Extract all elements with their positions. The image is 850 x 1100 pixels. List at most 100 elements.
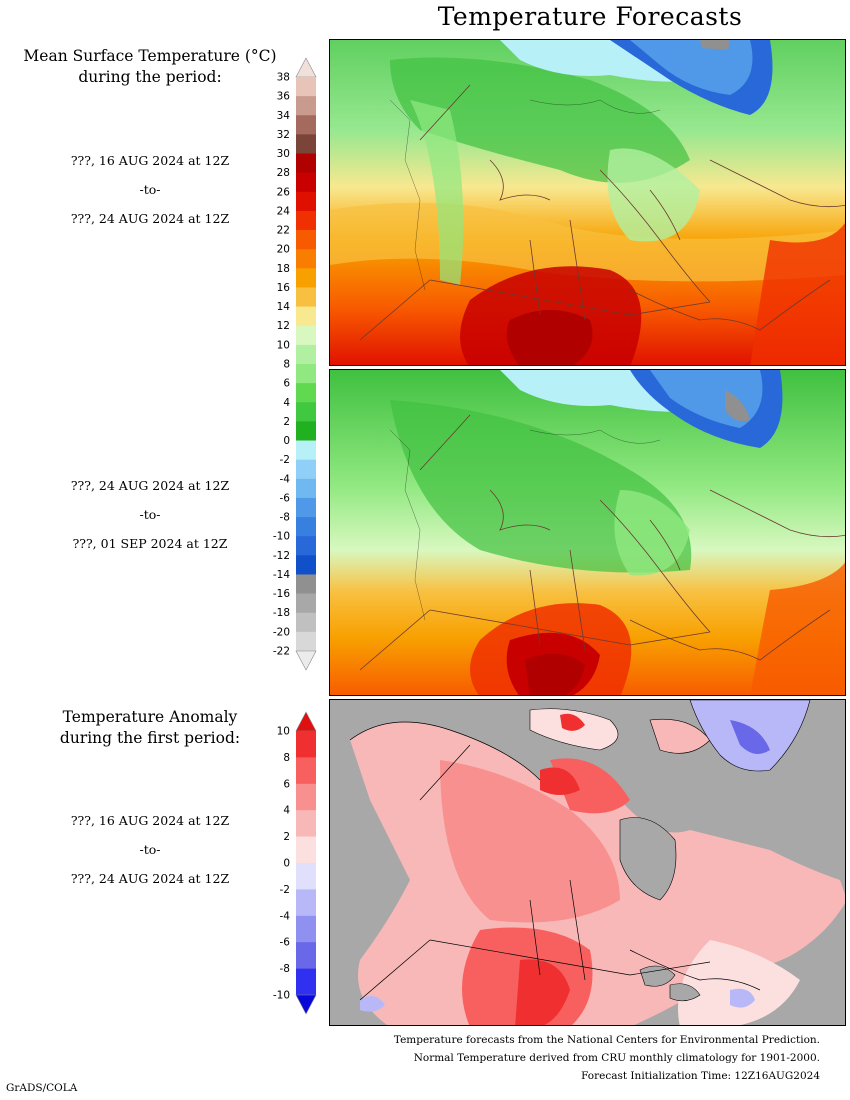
- anomaly-colorbar-svg: 10 8 6 4 2 0 -2 -4 -6 -8 -10: [273, 711, 317, 1015]
- temp-colorbar-swatch: [296, 344, 316, 365]
- temp-colorbar-swatch: [296, 77, 316, 97]
- temp-colorbar-swatch: [296, 421, 316, 441]
- temp-colorbar-swatch: [296, 478, 316, 499]
- temp-colorbar-top-cap: [295, 57, 317, 78]
- temp-colorbar-swatch: [296, 517, 316, 537]
- temp-colorbar-swatch: [296, 631, 316, 652]
- anom-colorbar-swatch: [296, 757, 316, 785]
- temp-colorbar-tick-label: 28: [277, 167, 290, 179]
- period1-end: ???, 24 AUG 2024 at 12Z: [70, 211, 230, 226]
- temp-colorbar-tick-label: 16: [277, 282, 291, 294]
- period1-dates: ???, 16 AUG 2024 at 12Z -to- ???, 24 AUG…: [20, 146, 280, 233]
- period1-start: ???, 16 AUG 2024 at 12Z: [70, 153, 230, 168]
- period2-sep: -to-: [139, 507, 161, 522]
- anom-colorbar-tick-label: -4: [280, 910, 291, 922]
- anom-colorbar-tick-label: 0: [283, 858, 290, 870]
- temp-colorbar-tick-label: 12: [277, 320, 290, 332]
- anom-colorbar-tick-label: -6: [280, 937, 291, 949]
- temp-colorbar-tick-label: 20: [277, 244, 290, 256]
- temp-colorbar-swatch: [296, 536, 316, 556]
- temp-colorbar-tick-label: -16: [273, 588, 290, 600]
- temp-colorbar-swatch: [296, 383, 316, 403]
- temp-colorbar-tick-label: 24: [277, 205, 291, 217]
- anomaly-period-dates: ???, 16 AUG 2024 at 12Z -to- ???, 24 AUG…: [20, 806, 280, 893]
- temp-colorbar-swatch: [296, 134, 316, 154]
- temp-colorbar-swatch: [296, 402, 316, 422]
- temp-colorbar-tick-label: 14: [277, 301, 291, 313]
- anom-colorbar-swatch: [296, 915, 316, 943]
- footer-line1: Temperature forecasts from the National …: [393, 1034, 820, 1046]
- anom-colorbar-swatch: [296, 783, 316, 811]
- temp-colorbar-swatch: [296, 268, 316, 288]
- temp-colorbar-tick-label: 26: [277, 186, 291, 198]
- temp-colorbar-tick-label: 22: [277, 225, 290, 237]
- temp-colorbar-tick-label: -14: [273, 569, 290, 581]
- anom-colorbar-tick-label: -10: [273, 990, 290, 1002]
- anom-colorbar-swatch: [296, 810, 316, 837]
- temp-colorbar-tick-label: 32: [277, 129, 290, 141]
- temp-colorbar-swatch: [296, 459, 316, 480]
- temp-colorbar-tick-label: 8: [283, 359, 290, 371]
- forecast-map-period1-svg: [330, 40, 845, 365]
- period2-start: ???, 24 AUG 2024 at 12Z: [70, 478, 230, 493]
- temp-colorbar-swatch: [296, 555, 316, 575]
- temperature-colorbar: 38 36 34 32 30 28 26 24 22 20 18 16 14 12 10 8 6 4 2 0 -2 -4-…: [268, 57, 328, 671]
- period2-end: ???, 01 SEP 2024 at 12Z: [72, 536, 228, 551]
- temp-colorbar-swatch: [296, 191, 316, 212]
- temp-colorbar-swatch: [296, 287, 316, 307]
- temp-colorbar-tick-label: -22: [273, 646, 290, 658]
- temp-colorbar-tick-label: 4: [283, 397, 290, 409]
- forecast-map-period1: [329, 39, 846, 366]
- anomaly-map: [329, 699, 846, 1026]
- temp-colorbar-swatch: [296, 153, 316, 173]
- temp-colorbar-tick-label: 2: [283, 416, 290, 428]
- temp-colorbar-tick-label: 6: [283, 378, 290, 390]
- anom-colorbar-tick-label: 10: [277, 726, 290, 738]
- temp-colorbar-tick-label: -6: [280, 492, 291, 504]
- anom-colorbar-bottom-cap: [295, 994, 317, 1015]
- mean-temp-heading-line2: during the period:: [78, 68, 222, 86]
- anom-colorbar-swatch: [296, 836, 316, 864]
- anom-colorbar-tick-label: -8: [280, 963, 290, 975]
- page-title: Temperature Forecasts: [437, 2, 743, 31]
- temp-colorbar-tick-label: -12: [273, 550, 290, 562]
- mean-temp-heading-line1: Mean Surface Temperature (°C): [23, 47, 277, 65]
- temp-colorbar-tick-label: -18: [273, 607, 290, 619]
- temp-colorbar-swatch: [296, 172, 316, 193]
- footer-line2: Normal Temperature derived from CRU mont…: [413, 1052, 820, 1064]
- anom-colorbar-tick-label: 8: [283, 752, 290, 764]
- footer-notes: Temperature forecasts from the National …: [394, 1031, 820, 1085]
- temperature-colorbar-svg: 38363432302826242220181614121086420-2-4-…: [273, 57, 317, 671]
- footer-line3: Forecast Initialization Time: 12Z16AUG20…: [581, 1070, 820, 1082]
- temp-colorbar-tick-label: 36: [277, 91, 291, 103]
- temp-colorbar-tick-label: 0: [283, 435, 290, 447]
- temp-colorbar-tick-label: -4: [280, 473, 291, 485]
- temp-colorbar-swatch: [296, 593, 316, 614]
- temp-colorbar-swatch: [296, 440, 316, 460]
- anomaly-period-end: ???, 24 AUG 2024 at 12Z: [70, 871, 230, 886]
- temp-colorbar-swatch: [296, 249, 316, 269]
- temp-colorbar-swatch: [296, 306, 316, 327]
- period1-sep: -to-: [139, 182, 161, 197]
- anomaly-period-sep: -to-: [139, 842, 161, 857]
- anomaly-colorbar: 10 8 6 4 2 0 -2 -4 -6 -8 -10: [268, 711, 328, 1015]
- anomaly-heading: Temperature Anomaly during the first per…: [10, 707, 290, 749]
- anomaly-heading-line2: during the first period:: [59, 729, 241, 747]
- anom-colorbar-tick-label: 6: [283, 778, 290, 790]
- temp-colorbar-swatch: [296, 115, 316, 135]
- anom-colorbar-tick-label: -2: [280, 884, 290, 896]
- anom-colorbar-swatch: [296, 968, 316, 996]
- anom-colorbar-swatch: [296, 863, 316, 890]
- period2-dates: ???, 24 AUG 2024 at 12Z -to- ???, 01 SEP…: [20, 471, 280, 558]
- anom-colorbar-top-cap: [295, 711, 317, 732]
- temp-colorbar-swatch: [296, 210, 316, 231]
- temp-colorbar-swatch: [296, 612, 316, 633]
- forecast-map-period2: [329, 369, 846, 696]
- temp-colorbar-swatch: [296, 364, 316, 384]
- temp-colorbar-swatch: [296, 497, 316, 518]
- forecast-map-period2-svg: [330, 370, 845, 695]
- anomaly-heading-line1: Temperature Anomaly: [62, 708, 238, 726]
- mean-temp-heading: Mean Surface Temperature (°C) during the…: [12, 46, 288, 88]
- temp-colorbar-swatch: [296, 574, 316, 594]
- temp-colorbar-tick-label: 30: [277, 148, 290, 160]
